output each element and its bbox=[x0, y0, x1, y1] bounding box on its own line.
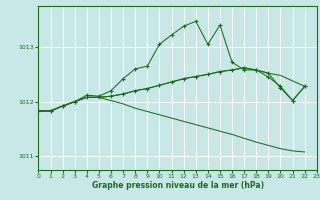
X-axis label: Graphe pression niveau de la mer (hPa): Graphe pression niveau de la mer (hPa) bbox=[92, 181, 264, 190]
